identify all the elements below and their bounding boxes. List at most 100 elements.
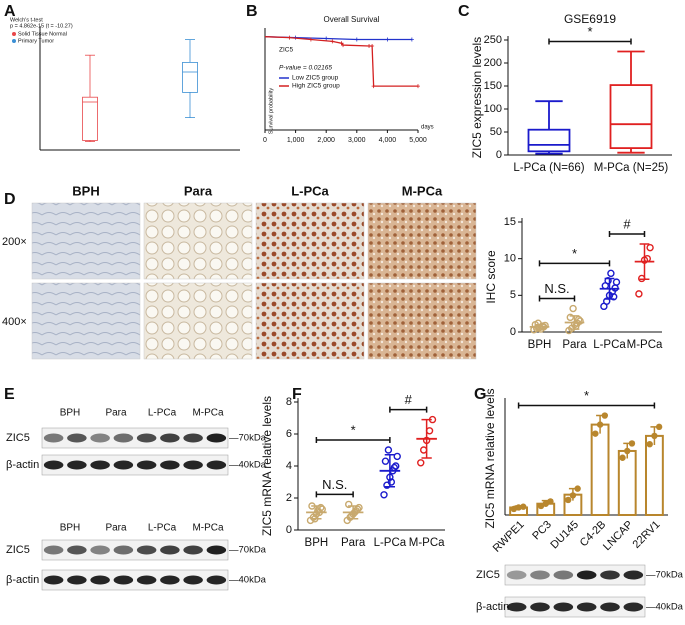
comparison-label: N.S. xyxy=(322,477,347,492)
ihc-image xyxy=(31,202,141,280)
x-tick-label: 2,000 xyxy=(317,137,335,144)
blot-band xyxy=(43,433,64,443)
comparison-label: * xyxy=(351,422,356,437)
blot-band xyxy=(136,460,157,470)
blot-band xyxy=(113,545,134,555)
x-tick-label: 3,000 xyxy=(348,137,366,144)
error-bar xyxy=(639,243,650,280)
size-marker: —70kDa xyxy=(646,570,684,581)
data-point xyxy=(646,440,653,448)
panel-label: A xyxy=(4,3,16,20)
data-point xyxy=(380,491,388,499)
data-point xyxy=(392,462,400,470)
y-axis-label: Survival probability xyxy=(268,88,274,134)
censor-mark xyxy=(287,35,292,40)
x-tick-label: L-PCa xyxy=(374,537,407,549)
blot-band xyxy=(576,570,597,580)
y-tick-label: 150 xyxy=(484,80,502,92)
censor-mark xyxy=(416,84,420,89)
blot-band xyxy=(43,575,64,585)
blot-label: β-actin xyxy=(6,574,39,586)
x-tick-label: DU145 xyxy=(548,519,581,552)
data-point xyxy=(419,446,428,454)
size-marker: —40kDa xyxy=(646,602,684,613)
data-point xyxy=(576,317,584,325)
size-marker: —40kDa xyxy=(229,575,267,586)
group-label: BPH xyxy=(60,523,81,534)
blot-band xyxy=(43,545,64,555)
blot-band xyxy=(90,545,110,555)
size-marker: —70kDa xyxy=(229,433,267,444)
blot-band xyxy=(90,575,110,585)
data-point xyxy=(592,430,599,437)
x-tick-label: BPH xyxy=(528,339,552,351)
x-tick-label: 5,000 xyxy=(409,137,427,144)
blot-label: β-actin xyxy=(6,459,39,471)
data-point xyxy=(624,447,631,455)
data-point xyxy=(610,293,618,301)
comparison-bracket xyxy=(538,295,576,302)
data-point xyxy=(381,457,390,465)
comparison-label: * xyxy=(572,246,577,261)
blot-band xyxy=(600,570,620,580)
legend-label: High ZIC5 group xyxy=(292,83,340,90)
comparison-label: * xyxy=(587,24,592,39)
comparison-label: N.S. xyxy=(544,281,569,296)
blot-label: ZIC5 xyxy=(6,544,30,556)
blot-strip xyxy=(41,454,229,476)
panel-label: D xyxy=(4,191,16,208)
blot-band xyxy=(160,575,180,585)
x-tick-label: 1,000 xyxy=(287,137,305,144)
comparison-bracket xyxy=(315,437,391,443)
column-label: Para xyxy=(184,183,213,198)
error-bar xyxy=(604,277,615,300)
y-tick-label: 10 xyxy=(504,253,516,265)
error-bar xyxy=(534,323,545,330)
blot-band xyxy=(506,570,527,580)
survival-line xyxy=(264,36,418,87)
y-axis-label: ZIC5 expression levels xyxy=(470,37,484,158)
censor-mark xyxy=(370,44,375,48)
data-point xyxy=(646,243,654,252)
ihc-image xyxy=(143,202,253,280)
annotation: P-value = 0.02165 xyxy=(279,65,332,72)
y-tick-label: 8 xyxy=(286,396,292,408)
blot-band xyxy=(136,545,157,555)
chart-subtitle: p = 4.862e-15 (t = -10.27) xyxy=(10,23,73,29)
y-tick-label: 2 xyxy=(286,492,292,504)
column-label: BPH xyxy=(72,183,99,198)
data-point xyxy=(574,485,581,492)
censor-mark xyxy=(371,84,376,89)
chart-title: Welch's t-test xyxy=(10,17,43,23)
panel-label: B xyxy=(246,3,258,20)
blot-label: ZIC5 xyxy=(6,432,30,444)
blot-band xyxy=(553,602,574,612)
ihc-image xyxy=(255,282,365,360)
group-label: Para xyxy=(105,523,127,534)
comparison-bracket xyxy=(538,260,611,267)
x-tick-label: Para xyxy=(341,537,366,549)
blot-band xyxy=(136,433,157,443)
blot-strip xyxy=(41,427,229,449)
y-tick-label: 15 xyxy=(504,216,516,228)
data-point xyxy=(651,432,658,440)
group-label: Para xyxy=(105,408,127,419)
x-tick-label: L-PCa xyxy=(593,339,626,351)
data-point xyxy=(619,454,626,461)
data-point xyxy=(393,452,401,461)
x-tick-label: M-PCa xyxy=(627,339,663,351)
y-axis-label: IHC score xyxy=(484,250,498,304)
legend-label: Primary Tumor xyxy=(18,38,54,44)
group-label: L-PCa xyxy=(148,523,177,534)
blot-band xyxy=(136,575,157,585)
comparison-bracket xyxy=(389,406,428,413)
data-point xyxy=(515,504,522,511)
legend-label: Solid Tissue Normal xyxy=(18,31,67,37)
data-point xyxy=(317,503,325,512)
y-tick-label: 100 xyxy=(484,103,502,115)
blot-band xyxy=(160,460,180,470)
blot-band xyxy=(623,570,644,580)
column-label: M-PCa xyxy=(402,183,443,198)
comparison-bracket xyxy=(315,491,354,498)
row-label: 400× xyxy=(2,316,27,328)
